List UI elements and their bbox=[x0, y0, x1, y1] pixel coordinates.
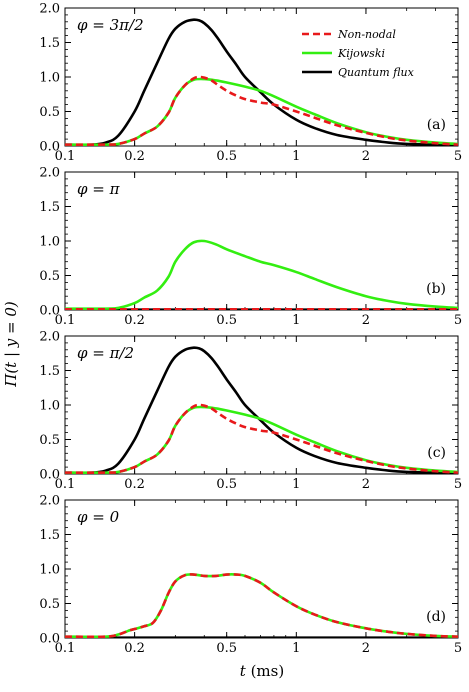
y-tick-label: 2.0 bbox=[39, 2, 60, 17]
y-tick-label: 0.0 bbox=[39, 632, 60, 647]
y-tick-label: 2.0 bbox=[39, 330, 60, 345]
y-tick-label: 0.0 bbox=[39, 304, 60, 319]
y-tick-label: 0.5 bbox=[39, 269, 60, 284]
panel-frame bbox=[64, 499, 459, 639]
panel-1: 0.1 0.2 0.5 1 2 5 0.0 0.5 1.0 1.5 2.0 φ = 3π/2 (a) No… bbox=[39, 2, 462, 165]
y-tick-label: 1.5 bbox=[39, 36, 60, 51]
legend-label: Quantum flux bbox=[338, 66, 415, 79]
panel-tag: (d) bbox=[426, 609, 446, 625]
series-line-kijowski bbox=[65, 405, 458, 474]
x-tick-label: 5 bbox=[454, 149, 462, 164]
x-tick-label: 1 bbox=[292, 149, 300, 164]
y-tick-label: 0.5 bbox=[39, 597, 60, 612]
x-tick-label: 0.2 bbox=[124, 313, 145, 328]
phi-label: φ = 3π/2 bbox=[77, 16, 144, 34]
series-line-kijowski bbox=[65, 239, 458, 310]
series-line-kijowski bbox=[65, 77, 458, 146]
x-axis-label: t (ms) bbox=[240, 662, 284, 680]
y-tick-label: 1.5 bbox=[39, 200, 60, 215]
y-tick-label: 1.0 bbox=[39, 235, 60, 250]
x-tick-label: 5 bbox=[454, 313, 462, 328]
x-tick-label: 0.1 bbox=[55, 149, 76, 164]
x-tick-label: 0.2 bbox=[124, 149, 145, 164]
panel-4: 0.1 0.2 0.5 1 2 5 0.0 0.5 1.0 1.5 2.0 φ = 0 (d) bbox=[39, 494, 462, 657]
y-tick-label: 1.0 bbox=[39, 399, 60, 414]
y-tick-label: 0.5 bbox=[39, 433, 60, 448]
y-tick-label: 1.0 bbox=[39, 563, 60, 578]
y-tick-label: 2.0 bbox=[39, 494, 60, 509]
x-tick-label: 1 bbox=[292, 477, 300, 492]
x-tick-label: 2 bbox=[362, 641, 370, 656]
panel-3: 0.1 0.2 0.5 1 2 5 0.0 0.5 1.0 1.5 2.0 φ = π/2 (c) bbox=[39, 330, 462, 493]
series-line-quantum bbox=[65, 18, 458, 146]
x-tick-label: 1 bbox=[292, 641, 300, 656]
phi-label: φ = π/2 bbox=[77, 344, 134, 362]
y-tick-label: 2.0 bbox=[39, 166, 60, 181]
x-tick-label: 0.5 bbox=[216, 149, 237, 164]
x-tick-label: 0.5 bbox=[216, 641, 237, 656]
x-tick-label: 0.5 bbox=[216, 313, 237, 328]
x-tick-label: 0.2 bbox=[124, 641, 145, 656]
y-tick-label: 1.5 bbox=[39, 528, 60, 543]
y-tick-label: 0.0 bbox=[39, 468, 60, 483]
y-axis-label: Π(t | y = 0) bbox=[2, 301, 20, 388]
y-tick-label: 1.5 bbox=[39, 364, 60, 379]
panel-frame bbox=[64, 171, 459, 311]
series-line-quantum bbox=[65, 346, 458, 474]
x-tick-label: 1 bbox=[292, 313, 300, 328]
x-tick-label: 0.5 bbox=[216, 477, 237, 492]
x-tick-label: 0.1 bbox=[55, 313, 76, 328]
x-tick-label: 2 bbox=[362, 149, 370, 164]
x-tick-label: 0.1 bbox=[55, 641, 76, 656]
phi-label: φ = π bbox=[77, 180, 121, 198]
phi-label: φ = 0 bbox=[77, 508, 120, 526]
panel-tag: (a) bbox=[427, 117, 446, 133]
y-tick-label: 1.0 bbox=[39, 71, 60, 86]
panel-tag: (b) bbox=[426, 281, 446, 297]
x-tick-label: 0.1 bbox=[55, 477, 76, 492]
series-line-nonnodal bbox=[65, 573, 458, 638]
y-tick-label: 0.0 bbox=[39, 140, 60, 155]
panel-2: 0.1 0.2 0.5 1 2 5 0.0 0.5 1.0 1.5 2.0 φ = π (b) bbox=[39, 166, 462, 329]
x-tick-label: 5 bbox=[454, 641, 462, 656]
x-tick-label: 5 bbox=[454, 477, 462, 492]
x-tick-label: 2 bbox=[362, 313, 370, 328]
series-line-nonnodal bbox=[65, 75, 458, 146]
legend-label: Kijowski bbox=[337, 47, 385, 60]
panel-tag: (c) bbox=[427, 445, 446, 461]
x-tick-label: 0.2 bbox=[124, 477, 145, 492]
series-line-kijowski bbox=[65, 573, 458, 638]
legend: Non-nodal Kijowski Quantum flux bbox=[302, 28, 415, 79]
y-tick-label: 0.5 bbox=[39, 105, 60, 120]
x-tick-label: 2 bbox=[362, 477, 370, 492]
series-line-nonnodal bbox=[65, 403, 458, 474]
legend-label: Non-nodal bbox=[337, 28, 396, 41]
